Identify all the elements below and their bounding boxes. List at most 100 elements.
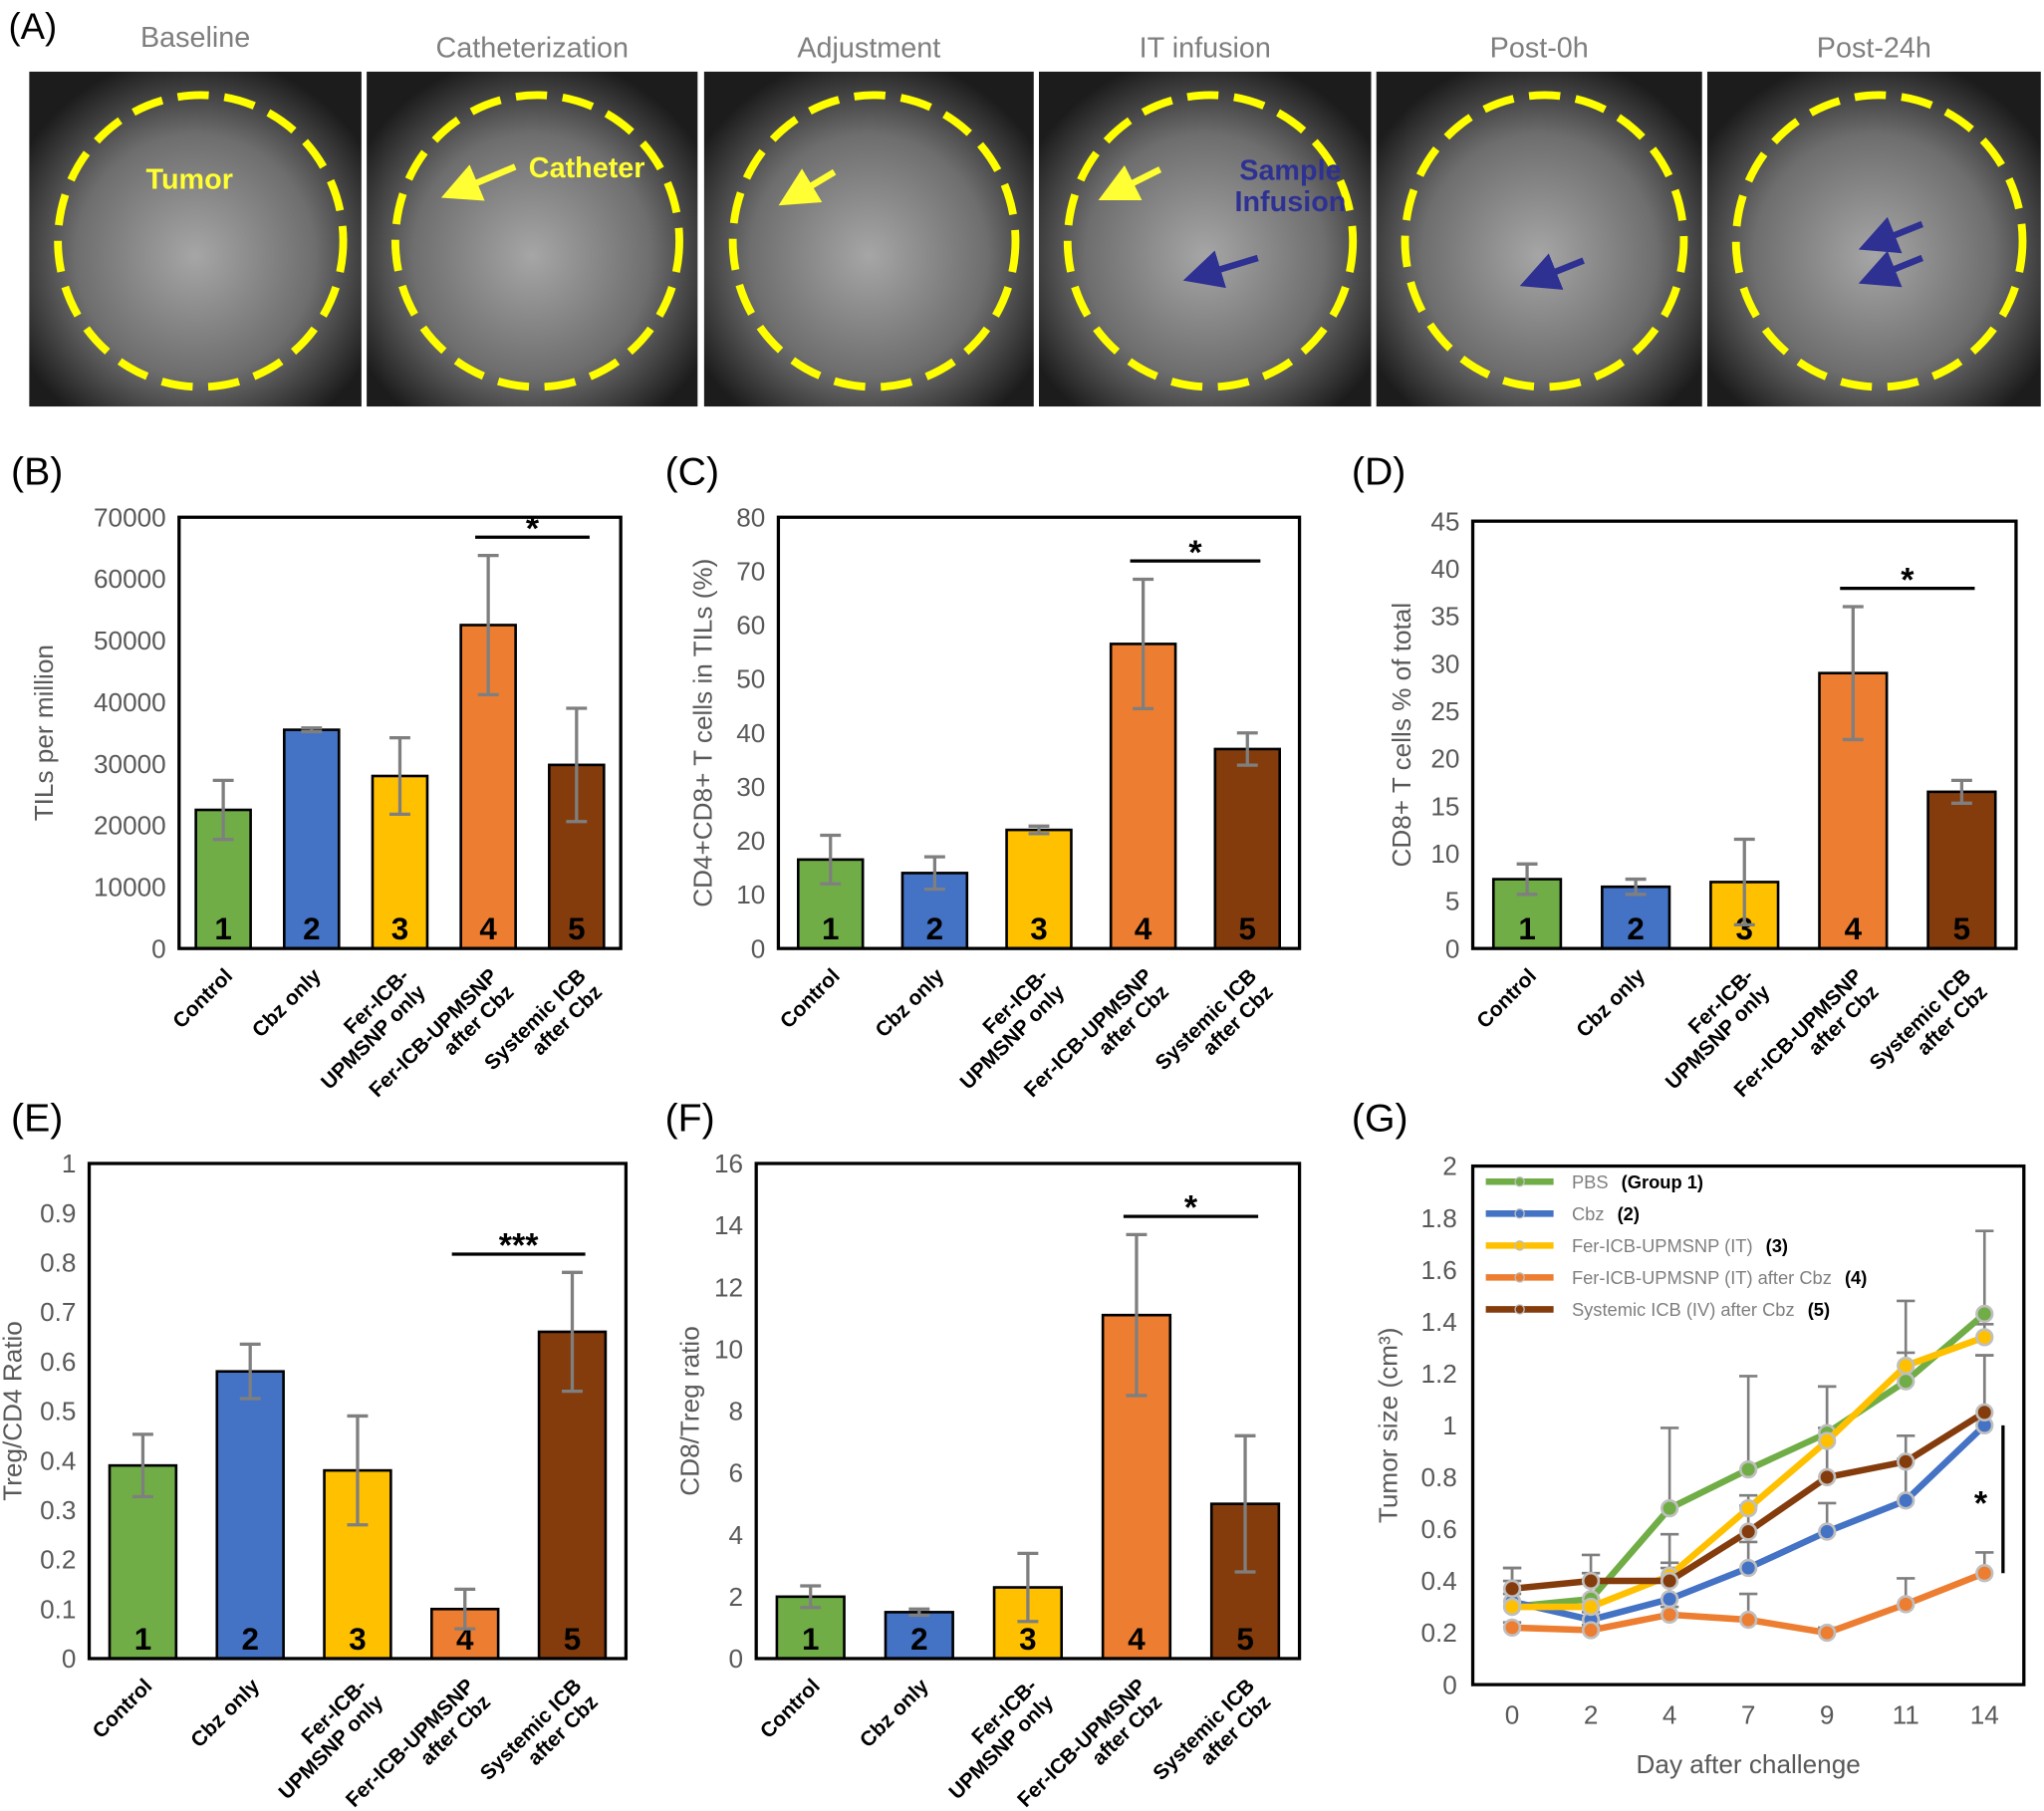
point [1897,1372,1916,1391]
y-tick-label: 4 [729,1520,744,1550]
arrow [440,163,517,201]
x-tick-label: 14 [1970,1699,1999,1729]
plot-frame [754,1162,1302,1661]
bar-number: 2 [926,911,943,946]
significance-label: * [1184,1189,1198,1227]
panel-label: (G) [1352,1096,1408,1140]
error-bar [477,553,499,696]
legend-marker [1514,1208,1525,1219]
error-bar [301,726,323,734]
y-tick-label: 2 [1442,1152,1457,1181]
y-tick-label: 45 [1430,506,1459,536]
y-tick-label: 60 [736,611,765,641]
y-tick-label: 0.6 [40,1347,76,1377]
legend-name: Cbz [1572,1203,1605,1224]
x-tick-label: 0 [1505,1699,1520,1729]
error-bar [1842,605,1864,742]
y-axis-label: CD8+ T cells % of total [1387,603,1416,868]
bar-number: 3 [349,1622,366,1657]
bar [1926,790,1997,950]
point [1975,1403,1994,1422]
legend-name: Systemic ICB (IV) after Cbz [1572,1299,1795,1320]
arrow [1182,250,1259,289]
bar-number: 4 [1135,911,1152,946]
y-tick-label: 20 [736,826,765,856]
point [1739,1498,1758,1518]
point [1581,1571,1601,1591]
point [1660,1605,1679,1625]
legend-group: (4) [1845,1267,1867,1288]
error-bar [1739,1375,1758,1470]
tumor-outline [728,91,1020,391]
y-tick-label: 0 [1445,933,1460,963]
y-tick-label: 0.7 [40,1297,76,1327]
bar-number: 1 [802,1622,819,1657]
mri-image [367,71,698,407]
tumor-outline [390,91,683,391]
plot-frame [177,515,623,950]
y-tick-label: 30 [736,772,765,802]
y-tick-label: 1.8 [1420,1203,1456,1233]
mri-image [29,71,362,407]
point [1660,1590,1679,1609]
y-tick-label: 20 [1430,744,1459,774]
image-annotation: Tumor [146,164,233,196]
error-bar [820,833,842,886]
y-tick-label: 0.3 [40,1495,76,1525]
legend-entry: Fer-ICB-UPMSNP (IT) (3) [1572,1235,1788,1256]
y-tick-label: 10 [1430,839,1459,869]
tumor-outline [54,91,348,391]
image-title: Catheterization [435,33,628,65]
y-tick-label: 0.6 [1420,1514,1456,1544]
bar-number: 4 [479,911,497,946]
image-annotation: Sample Infusion [1235,154,1347,218]
y-tick-label: 0.2 [1420,1618,1456,1648]
point [1502,1618,1522,1638]
point [1897,1491,1916,1510]
point [1975,1328,1994,1347]
y-tick-label: 10000 [94,872,166,902]
bar-number: 2 [910,1622,927,1657]
error-bar [1975,1229,1994,1314]
legend-group: (2) [1618,1203,1640,1224]
plot-frame [87,1162,629,1661]
panel-label: (B) [11,450,63,494]
y-tick-label: 6 [729,1458,744,1488]
y-tick-label: 8 [729,1397,744,1426]
y-tick-label: 0 [62,1644,77,1674]
point [1818,1431,1837,1450]
legend-marker [1514,1304,1525,1315]
image-title: Post-24h [1817,33,1931,65]
point [1818,1623,1837,1643]
legend-marker [1514,1240,1525,1251]
y-axis-label: Treg/CD4 Ratio [0,1321,28,1501]
bar-number: 1 [1518,911,1535,946]
plot-frame [1470,519,2018,950]
x-axis-label: Day after challenge [1637,1749,1861,1779]
bar-number: 1 [822,911,839,946]
arrow [778,168,837,206]
legend-name: PBS [1572,1171,1609,1192]
bar [1601,885,1671,950]
bar-number: 3 [1030,911,1047,946]
point [1739,1459,1758,1479]
error-bar [454,1587,476,1631]
tumor-outline [1063,91,1358,391]
panel-label: (E) [11,1096,63,1140]
error-bar [1028,824,1050,836]
arrow [1858,250,1923,288]
bar-number: 1 [214,911,231,946]
y-tick-label: 0 [729,1644,744,1674]
plot-frame [1470,1164,2026,1686]
bar-number: 2 [241,1622,258,1657]
y-tick-label: 0 [1442,1670,1457,1699]
y-tick-label: 70 [736,557,765,587]
arrow [1858,216,1923,254]
legend-entry: Systemic ICB (IV) after Cbz (5) [1572,1299,1830,1320]
significance-label: * [1974,1485,1988,1523]
error-bar [1660,1426,1679,1509]
bar-number: 1 [134,1622,151,1657]
y-tick-label: 10 [714,1335,743,1365]
bar-number: 3 [1736,911,1753,946]
significance-label: *** [499,1227,539,1265]
